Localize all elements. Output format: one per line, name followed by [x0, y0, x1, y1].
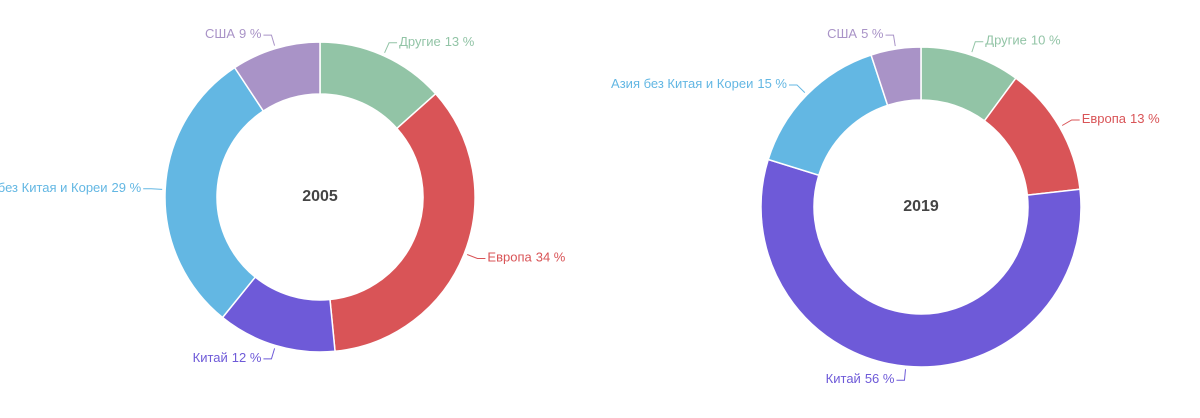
leader-line	[896, 369, 907, 381]
value-label: 9 %	[239, 27, 262, 42]
data-label: США 9 %	[205, 27, 262, 42]
value-label: 29 %	[112, 180, 142, 195]
category-label: Другие	[985, 33, 1027, 48]
leader-line	[263, 34, 276, 46]
donut-slice	[870, 46, 922, 107]
category-label: США	[205, 27, 235, 42]
value-label: 34 %	[536, 250, 566, 265]
category-label: Китай	[193, 350, 228, 365]
donut-slice	[329, 92, 476, 353]
data-label: Другие 13 %	[399, 34, 475, 49]
leader-line	[143, 188, 163, 190]
data-label: Европа 13 %	[1082, 111, 1160, 126]
data-label: Азия без Китая и Кореи 15 %	[611, 76, 787, 91]
value-label: 13 %	[1130, 111, 1160, 126]
value-label: 56 %	[865, 372, 895, 387]
leader-line	[384, 42, 398, 54]
data-label: Европа 34 %	[487, 250, 565, 265]
category-label: Азия без Китая и Кореи	[611, 76, 753, 91]
chart-title: 2019	[903, 198, 939, 215]
category-label: Другие	[399, 34, 441, 49]
category-label: Европа	[487, 250, 532, 265]
value-label: 5 %	[861, 27, 884, 42]
data-label: США 5 %	[827, 27, 884, 42]
donut-slice	[760, 158, 1082, 368]
value-label: 15 %	[757, 76, 787, 91]
donut-slice	[767, 54, 889, 177]
donut-slice	[164, 66, 265, 319]
leader-line	[971, 41, 984, 53]
leader-line	[466, 254, 486, 259]
category-label: Китай	[826, 372, 861, 387]
category-label: Европа	[1082, 111, 1127, 126]
donut-slice	[233, 41, 321, 113]
category-label: Азия без Китая и Кореи	[0, 180, 108, 195]
data-label: Китай 12 %	[193, 350, 262, 365]
chart-title: 2005	[302, 188, 338, 205]
value-label: 13 %	[445, 34, 475, 49]
leader-line	[885, 34, 896, 47]
value-label: 12 %	[232, 350, 262, 365]
category-label: США	[827, 27, 857, 42]
data-label: Китай 56 %	[826, 372, 895, 387]
value-label: 10 %	[1031, 33, 1061, 48]
data-label: Другие 10 %	[985, 33, 1061, 48]
leader-line	[1061, 119, 1080, 126]
leader-line	[263, 348, 276, 360]
data-label: Азия без Китая и Кореи 29 %	[0, 180, 142, 195]
leader-line	[788, 84, 806, 94]
